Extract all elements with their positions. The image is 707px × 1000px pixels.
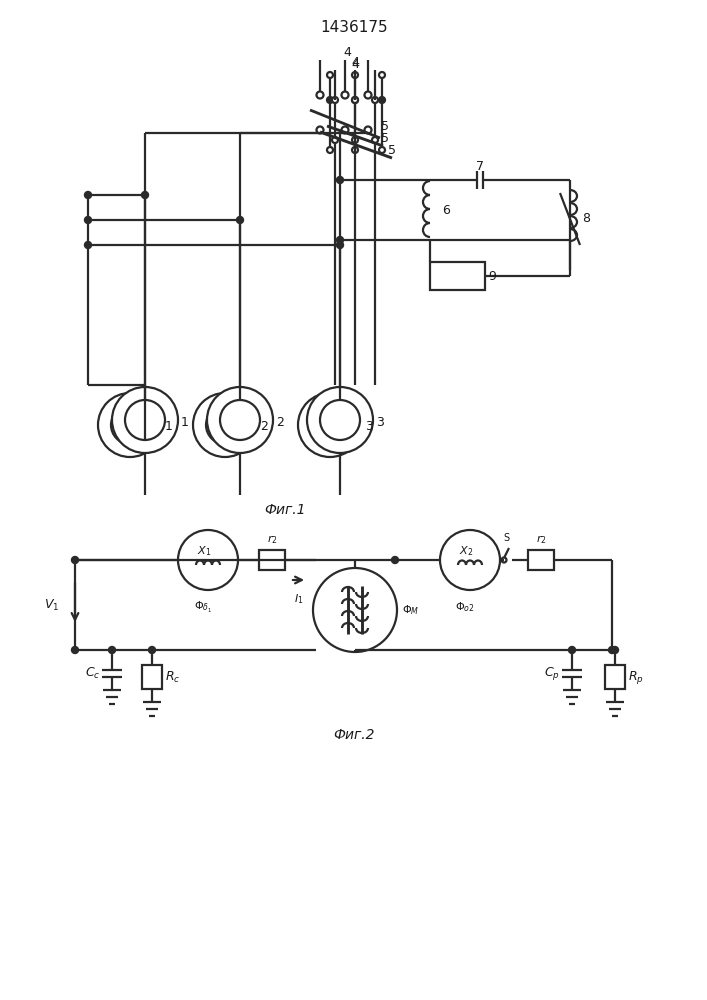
Circle shape (320, 400, 360, 440)
Circle shape (85, 217, 91, 224)
Text: $C_p$: $C_p$ (544, 664, 560, 682)
Bar (528, 550, 554, 570)
Text: Фиг.2: Фиг.2 (333, 728, 375, 742)
Circle shape (108, 647, 115, 654)
Text: $\Phi_{\delta_1}$: $\Phi_{\delta_1}$ (194, 600, 212, 615)
Circle shape (352, 137, 358, 143)
Text: 4: 4 (351, 55, 359, 68)
Text: 8: 8 (582, 213, 590, 226)
Circle shape (327, 97, 333, 103)
Circle shape (612, 647, 619, 654)
Circle shape (379, 147, 385, 153)
Circle shape (609, 647, 616, 654)
Text: 6: 6 (442, 204, 450, 217)
Circle shape (313, 568, 397, 652)
Bar (430, 262, 485, 290)
Circle shape (206, 406, 244, 444)
Circle shape (352, 72, 358, 78)
Circle shape (112, 387, 178, 453)
Text: $r_2$: $r_2$ (267, 533, 277, 546)
Text: $r_2$: $r_2$ (536, 533, 547, 546)
Bar (142, 665, 162, 689)
Circle shape (501, 558, 506, 562)
Circle shape (98, 393, 162, 457)
Bar (259, 550, 285, 570)
Circle shape (237, 217, 243, 224)
Circle shape (307, 387, 373, 453)
Circle shape (568, 647, 575, 654)
Text: $C_c$: $C_c$ (85, 665, 100, 681)
Text: 5: 5 (381, 131, 389, 144)
Text: 1436175: 1436175 (320, 20, 388, 35)
Circle shape (352, 147, 358, 153)
Text: 5: 5 (388, 143, 396, 156)
Circle shape (317, 126, 324, 133)
Text: 1: 1 (181, 416, 189, 428)
Circle shape (311, 406, 349, 444)
Circle shape (341, 126, 349, 133)
Text: $V_1$: $V_1$ (44, 597, 59, 613)
Circle shape (352, 97, 358, 103)
Text: 3: 3 (376, 416, 384, 428)
Text: S: S (503, 533, 509, 543)
Text: 5: 5 (381, 120, 389, 133)
Circle shape (372, 137, 378, 143)
Text: 9: 9 (488, 269, 496, 282)
Circle shape (337, 236, 344, 243)
Text: 4: 4 (343, 45, 351, 58)
Circle shape (352, 97, 358, 103)
Circle shape (337, 241, 344, 248)
Text: $X_1$: $X_1$ (197, 544, 211, 558)
Circle shape (85, 192, 91, 198)
Circle shape (440, 530, 500, 590)
Circle shape (298, 393, 362, 457)
Circle shape (327, 72, 333, 78)
Text: Фиг.1: Фиг.1 (264, 503, 305, 517)
Text: 2: 2 (260, 420, 268, 434)
Text: $X_2$: $X_2$ (459, 544, 473, 558)
Text: 1: 1 (165, 420, 173, 434)
Circle shape (365, 126, 371, 133)
Text: $\Phi_{o2}$: $\Phi_{o2}$ (455, 600, 475, 614)
Circle shape (178, 530, 238, 590)
Bar (605, 665, 625, 689)
Circle shape (379, 97, 385, 103)
Circle shape (141, 192, 148, 198)
Circle shape (148, 647, 156, 654)
Text: $R_p$: $R_p$ (628, 668, 644, 686)
Text: 4: 4 (351, 58, 359, 72)
Circle shape (332, 97, 338, 103)
Circle shape (372, 97, 378, 103)
Circle shape (317, 92, 324, 99)
Circle shape (379, 72, 385, 78)
Text: $I_1$: $I_1$ (293, 592, 303, 606)
Circle shape (85, 241, 91, 248)
Circle shape (327, 147, 333, 153)
Circle shape (341, 92, 349, 99)
Circle shape (392, 556, 399, 564)
Circle shape (365, 92, 371, 99)
Text: $\Phi_M$: $\Phi_M$ (402, 603, 419, 617)
Circle shape (71, 556, 78, 564)
Circle shape (337, 176, 344, 184)
Circle shape (125, 400, 165, 440)
Circle shape (220, 400, 260, 440)
Circle shape (111, 406, 149, 444)
Circle shape (332, 137, 338, 143)
Text: 7: 7 (476, 159, 484, 172)
Circle shape (193, 393, 257, 457)
Text: 3: 3 (365, 420, 373, 434)
Circle shape (207, 387, 273, 453)
Text: $R_c$: $R_c$ (165, 669, 180, 685)
Text: 2: 2 (276, 416, 284, 428)
Circle shape (71, 647, 78, 654)
